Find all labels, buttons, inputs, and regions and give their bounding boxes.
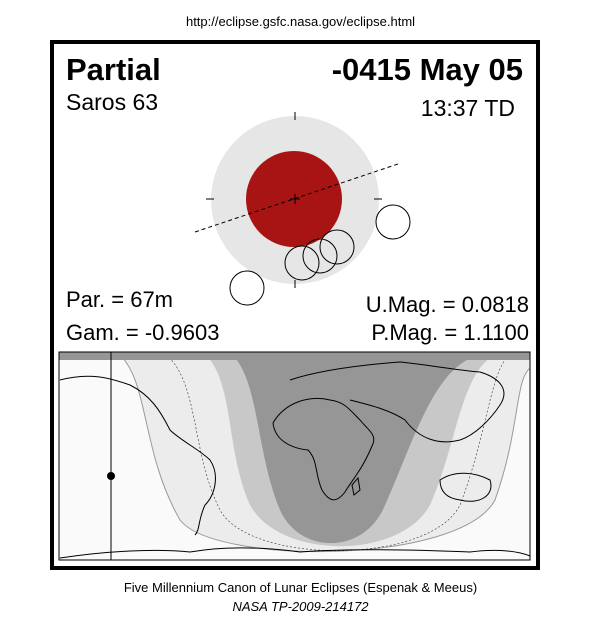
moon-position-u1	[284, 245, 320, 281]
footer-publication: NASA TP-2009-214172	[232, 599, 369, 614]
umbral-magnitude: U.Mag. = 0.0818	[365, 292, 529, 317]
map-border	[58, 351, 531, 561]
eclipse-time: 13:37 TD	[420, 95, 515, 121]
eclipse-date: -0415 May 05	[331, 52, 523, 87]
eclipse-type: Partial	[66, 52, 161, 87]
penumbral-magnitude: P.Mag. = 1.1100	[371, 320, 529, 345]
moon-position-max	[302, 238, 338, 274]
polar-shade	[59, 352, 530, 360]
continent-outlines	[59, 361, 531, 559]
moon-position-p1	[229, 270, 265, 306]
world-map	[58, 351, 531, 561]
moon-position-u4	[319, 229, 355, 265]
shadow-diagram	[194, 112, 411, 306]
moon-position-p4	[375, 204, 411, 240]
moon-path-line	[194, 163, 399, 233]
partial-duration: Par. = 67m	[66, 287, 174, 312]
footer-credit: Five Millennium Canon of Lunar Eclipses …	[123, 580, 478, 595]
source-url: http://eclipse.gsfc.nasa.gov/eclipse.htm…	[185, 14, 416, 29]
gamma-value: Gam. = -0.9603	[66, 320, 220, 345]
diagram-frame	[50, 40, 540, 570]
axis-ticks	[206, 112, 382, 288]
sub-lunar-point	[107, 472, 115, 480]
saros-number: Saros 63	[66, 89, 159, 115]
